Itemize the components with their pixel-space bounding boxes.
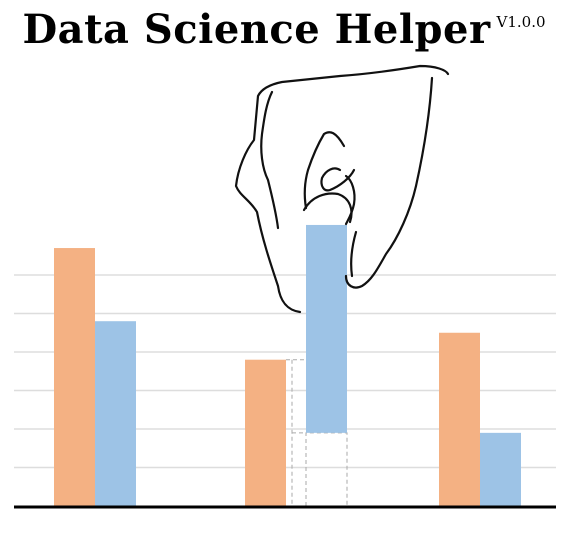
bar-orange (54, 248, 95, 507)
hand-icon (234, 64, 450, 314)
bar-ghost-outline (305, 432, 348, 506)
bar-orange (245, 359, 286, 506)
version-label: V1.0.0 (496, 13, 546, 31)
bar-blue-lifted (306, 224, 347, 433)
lift-guide-lines (286, 359, 306, 506)
bar-orange (439, 332, 480, 506)
bar-blue (95, 321, 136, 506)
bars (54, 224, 521, 507)
app-title: Data Science Helper V1.0.0 (0, 6, 568, 53)
bar-blue (480, 432, 521, 506)
app-title-text: Data Science Helper (22, 6, 491, 53)
